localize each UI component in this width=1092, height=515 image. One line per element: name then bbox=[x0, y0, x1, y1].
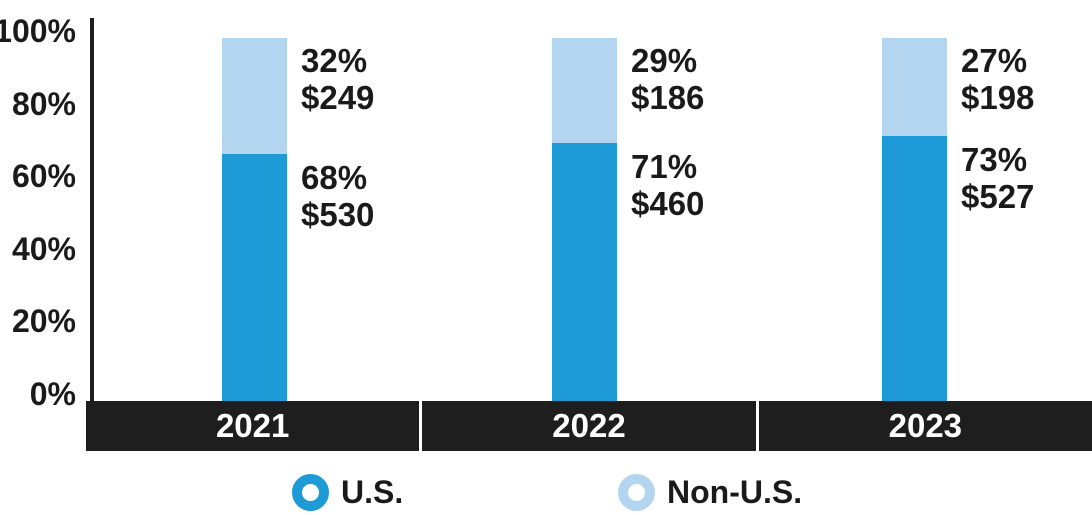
usd-value: $527 bbox=[961, 178, 1035, 215]
usd-value: $249 bbox=[301, 79, 375, 116]
y-tick-label-100: 100% bbox=[0, 13, 76, 49]
legend-label-non-us: Non-U.S. bbox=[667, 474, 803, 510]
y-tick-label-40: 40% bbox=[11, 230, 76, 267]
legend-label-us: U.S. bbox=[341, 474, 404, 510]
data-label-2023-non-us: 27% $198 bbox=[961, 42, 1034, 116]
data-label-2023-us: 73% $527 bbox=[961, 141, 1034, 215]
bar-2023 bbox=[882, 38, 947, 401]
usd-value: $198 bbox=[961, 79, 1035, 116]
bar-2022-segment-non-us bbox=[552, 38, 617, 144]
data-label-2022-non-us: 29% $186 bbox=[631, 42, 704, 116]
data-label-2021-us: 68% $530 bbox=[301, 159, 374, 233]
data-label-2021-non-us: 32% $249 bbox=[301, 42, 374, 116]
x-axis-label-2021: 2021 bbox=[215, 407, 290, 444]
bar-2022 bbox=[552, 38, 617, 401]
bar-2022-segment-us bbox=[552, 143, 617, 401]
usd-value: $186 bbox=[631, 79, 705, 116]
x-axis-divider bbox=[755, 401, 759, 451]
x-axis-band: 2021 2022 2023 bbox=[86, 401, 1092, 451]
pct-value: 71% bbox=[631, 148, 698, 186]
us-legend-ring-icon bbox=[292, 474, 329, 511]
pct-value: 73% bbox=[961, 141, 1028, 178]
x-axis-label-2022: 2022 bbox=[552, 407, 626, 444]
data-label-2022-us: 71% $460 bbox=[631, 148, 704, 222]
y-tick-label-60: 60% bbox=[11, 158, 76, 195]
x-axis-divider bbox=[419, 401, 423, 451]
y-tick-label-20: 20% bbox=[11, 303, 76, 340]
y-tick-label-0: 0% bbox=[29, 376, 76, 412]
y-tick-label-80: 80% bbox=[11, 85, 76, 122]
pct-value: 68% bbox=[301, 159, 368, 197]
y-axis-line bbox=[90, 18, 94, 401]
pct-value: 27% bbox=[961, 42, 1028, 79]
bar-2021-segment-non-us bbox=[222, 38, 287, 155]
bar-2023-segment-us bbox=[882, 136, 947, 401]
legend-item-us: U.S. bbox=[292, 474, 403, 511]
bar-2021-segment-us bbox=[222, 154, 287, 401]
bar-2023-segment-non-us bbox=[882, 38, 947, 136]
x-axis-label-2023: 2023 bbox=[888, 407, 963, 444]
legend-item-non-us: Non-U.S. bbox=[618, 474, 802, 511]
bar-2021 bbox=[222, 38, 287, 401]
non-us-legend-ring-icon bbox=[618, 474, 655, 511]
pct-value: 29% bbox=[631, 42, 698, 79]
usd-value: $460 bbox=[631, 185, 705, 223]
pct-value: 32% bbox=[301, 42, 368, 79]
usd-value: $530 bbox=[301, 196, 375, 234]
